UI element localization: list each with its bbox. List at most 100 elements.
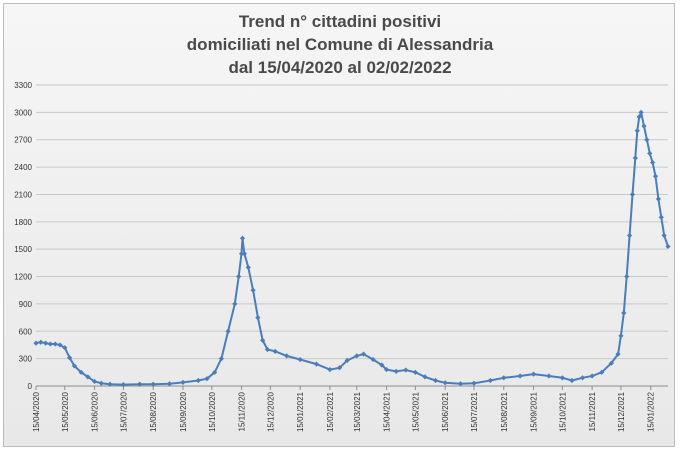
y-tick-label: 900 (19, 300, 33, 309)
data-point (236, 273, 242, 280)
y-tick-label: 1800 (14, 218, 32, 227)
data-point (360, 351, 367, 357)
data-point (195, 377, 201, 384)
data-point (344, 357, 350, 364)
data-point (166, 381, 173, 387)
data-point (57, 342, 63, 348)
x-tick-label: 15/04/2020 (32, 391, 41, 432)
data-point (180, 379, 186, 385)
data-point (260, 337, 266, 343)
data-point (370, 356, 376, 363)
data-point (615, 351, 621, 357)
data-point (589, 373, 595, 379)
data-point (255, 314, 261, 321)
chart-frame: Trend n° cittadini positivi domiciliati … (3, 3, 675, 447)
x-tick-label: 15/02/2021 (326, 391, 335, 432)
data-point (67, 355, 73, 361)
data-point (652, 173, 659, 179)
data-point (239, 235, 246, 241)
data-point (632, 155, 638, 161)
data-point (150, 381, 156, 387)
data-point (354, 353, 360, 359)
data-point (218, 356, 224, 362)
y-tick-label: 1200 (14, 273, 32, 282)
line-chart: 0 300 600 900 1200 1500 1800 2100 2400 2700 3000 33… (14, 81, 671, 432)
data-point (379, 362, 385, 368)
data-point (393, 368, 399, 375)
x-tick-label: 15/03/2021 (353, 391, 362, 432)
data-point (647, 150, 653, 157)
data-point (85, 374, 91, 380)
chart-title-line-1: Trend n° cittadini positivi (238, 12, 442, 31)
data-point (297, 356, 303, 363)
data-point (33, 340, 39, 346)
data-point (245, 264, 251, 271)
x-tick-label: 15/12/2021 (617, 391, 626, 432)
data-point (272, 348, 278, 354)
data-point (47, 341, 54, 347)
data-point (383, 366, 390, 373)
data-point (641, 123, 647, 129)
data-point (403, 367, 409, 373)
data-point (43, 340, 49, 346)
data-point (650, 159, 656, 166)
data-point (107, 381, 113, 387)
data-point (62, 345, 68, 351)
data-point (457, 381, 464, 387)
x-tick-label: 15/09/2021 (530, 391, 539, 432)
x-tick-label: 15/05/2021 (411, 391, 420, 432)
data-point (487, 377, 493, 384)
data-point (658, 214, 664, 220)
data-point (618, 333, 624, 339)
data-point (225, 328, 231, 334)
data-point (238, 251, 245, 257)
data-point (78, 369, 84, 375)
data-point (546, 373, 552, 379)
x-tick-label: 15/01/2022 (647, 391, 656, 432)
x-tick-label: 15/07/2020 (119, 391, 128, 432)
x-tick-label: 15/11/2021 (588, 391, 597, 431)
x-tick-label: 15/11/2020 (238, 391, 247, 431)
data-point (629, 191, 636, 198)
data-point (313, 361, 320, 367)
data-point (91, 378, 98, 385)
data-point (569, 377, 575, 384)
x-tick-label: 15/08/2021 (500, 391, 509, 432)
y-tick-label: 3300 (14, 81, 32, 90)
data-point (559, 375, 565, 381)
data-point (624, 273, 630, 280)
chart-title-line-3: dal 15/04/2020 al 02/02/2022 (228, 58, 452, 77)
x-tick-label: 15/10/2021 (558, 391, 567, 432)
series-line (35, 111, 669, 386)
data-point (284, 353, 290, 359)
data-point (665, 243, 671, 250)
data-point (621, 310, 627, 316)
data-point (442, 380, 448, 386)
data-point (212, 369, 218, 375)
data-point (250, 287, 256, 293)
y-tick-label: 0 (28, 382, 33, 391)
y-tick-label: 300 (19, 355, 33, 364)
data-point (336, 365, 343, 371)
x-tick-label: 15/06/2020 (91, 391, 100, 432)
data-point (98, 380, 104, 386)
data-point (599, 369, 605, 375)
y-tick-label: 2700 (14, 136, 32, 145)
x-tick-label: 15/01/2021 (296, 391, 305, 432)
data-point (38, 339, 44, 345)
data-point (232, 301, 238, 307)
data-point (638, 109, 644, 115)
x-tick-label: 15/07/2021 (470, 391, 479, 432)
x-tick-label: 15/12/2020 (266, 391, 275, 432)
data-point (608, 360, 614, 366)
data-point (422, 374, 428, 380)
data-point (644, 137, 650, 143)
data-point (655, 196, 661, 202)
data-point (517, 373, 523, 379)
data-point (327, 366, 333, 373)
y-tick-label: 3000 (14, 108, 32, 117)
x-tick-label: 15/04/2021 (383, 391, 392, 432)
data-point (501, 375, 507, 381)
chart-title-line-2: domiciliati nel Comune di Alessandria (186, 35, 494, 54)
x-tick-label: 15/10/2020 (208, 391, 217, 432)
